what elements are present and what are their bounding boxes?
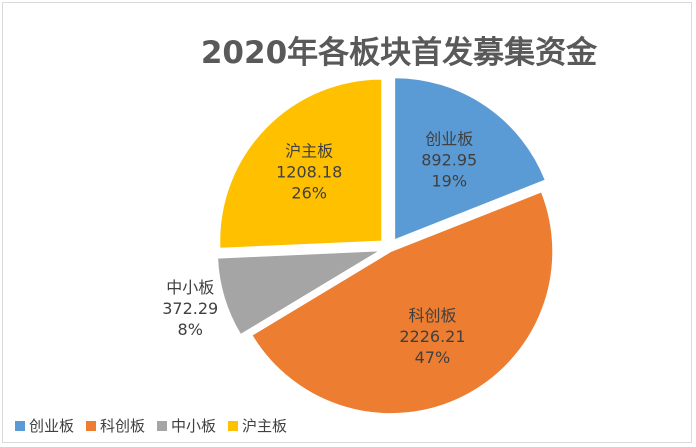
legend-item-kechuang: 科创板 — [86, 415, 145, 436]
slice-label-value: 372.29 — [162, 299, 218, 318]
pie-slice-zhongxiao — [217, 250, 380, 336]
slice-label-percent: 8% — [178, 320, 203, 339]
legend-label: 科创板 — [100, 417, 146, 435]
legend-item-chuangye: 创业板 — [15, 415, 74, 436]
pie-slice-chuangye — [394, 77, 546, 241]
slice-label-percent: 19% — [431, 171, 467, 190]
pie-slice-hu — [219, 78, 383, 249]
pie-labels: 创业板 892.95 19% 科创板 2226.21 47% 中小板 372.29 8% 沪主板 1… — [162, 129, 477, 366]
slice-label-value: 892.95 — [421, 150, 477, 169]
slice-label-name: 沪主板 — [285, 142, 333, 161]
pie-slice-kechuang — [251, 191, 554, 415]
slice-label-value: 2226.21 — [399, 327, 465, 346]
legend-item-hu: 沪主板 — [228, 415, 287, 436]
pie-slices — [217, 77, 554, 415]
slice-label-percent: 26% — [291, 184, 327, 203]
legend-label: 中小板 — [171, 417, 217, 435]
chart-title: 2020年各板块首发募集资金 — [201, 35, 598, 71]
legend-swatch — [86, 420, 97, 431]
legend-item-zhongxiao: 中小板 — [157, 415, 216, 436]
slice-label-name: 创业板 — [425, 129, 473, 148]
legend-swatch — [157, 420, 168, 431]
legend: 创业板 科创板 中小板 沪主板 — [15, 415, 299, 436]
legend-label: 沪主板 — [242, 417, 288, 435]
legend-label: 创业板 — [29, 417, 75, 435]
legend-swatch — [15, 420, 25, 431]
slice-label-percent: 47% — [415, 348, 451, 367]
chart-frame: 2020年各板块首发募集资金 创业板 892.95 19% 科创板 2226.21 47%… — [2, 2, 692, 443]
pie-chart: 2020年各板块首发募集资金 创业板 892.95 19% 科创板 2226.21 47%… — [162, 35, 598, 415]
legend-swatch — [228, 420, 239, 431]
slice-label-name: 科创板 — [408, 306, 456, 325]
slice-label-name: 中小板 — [166, 278, 214, 297]
slice-label-value: 1208.18 — [276, 163, 342, 182]
